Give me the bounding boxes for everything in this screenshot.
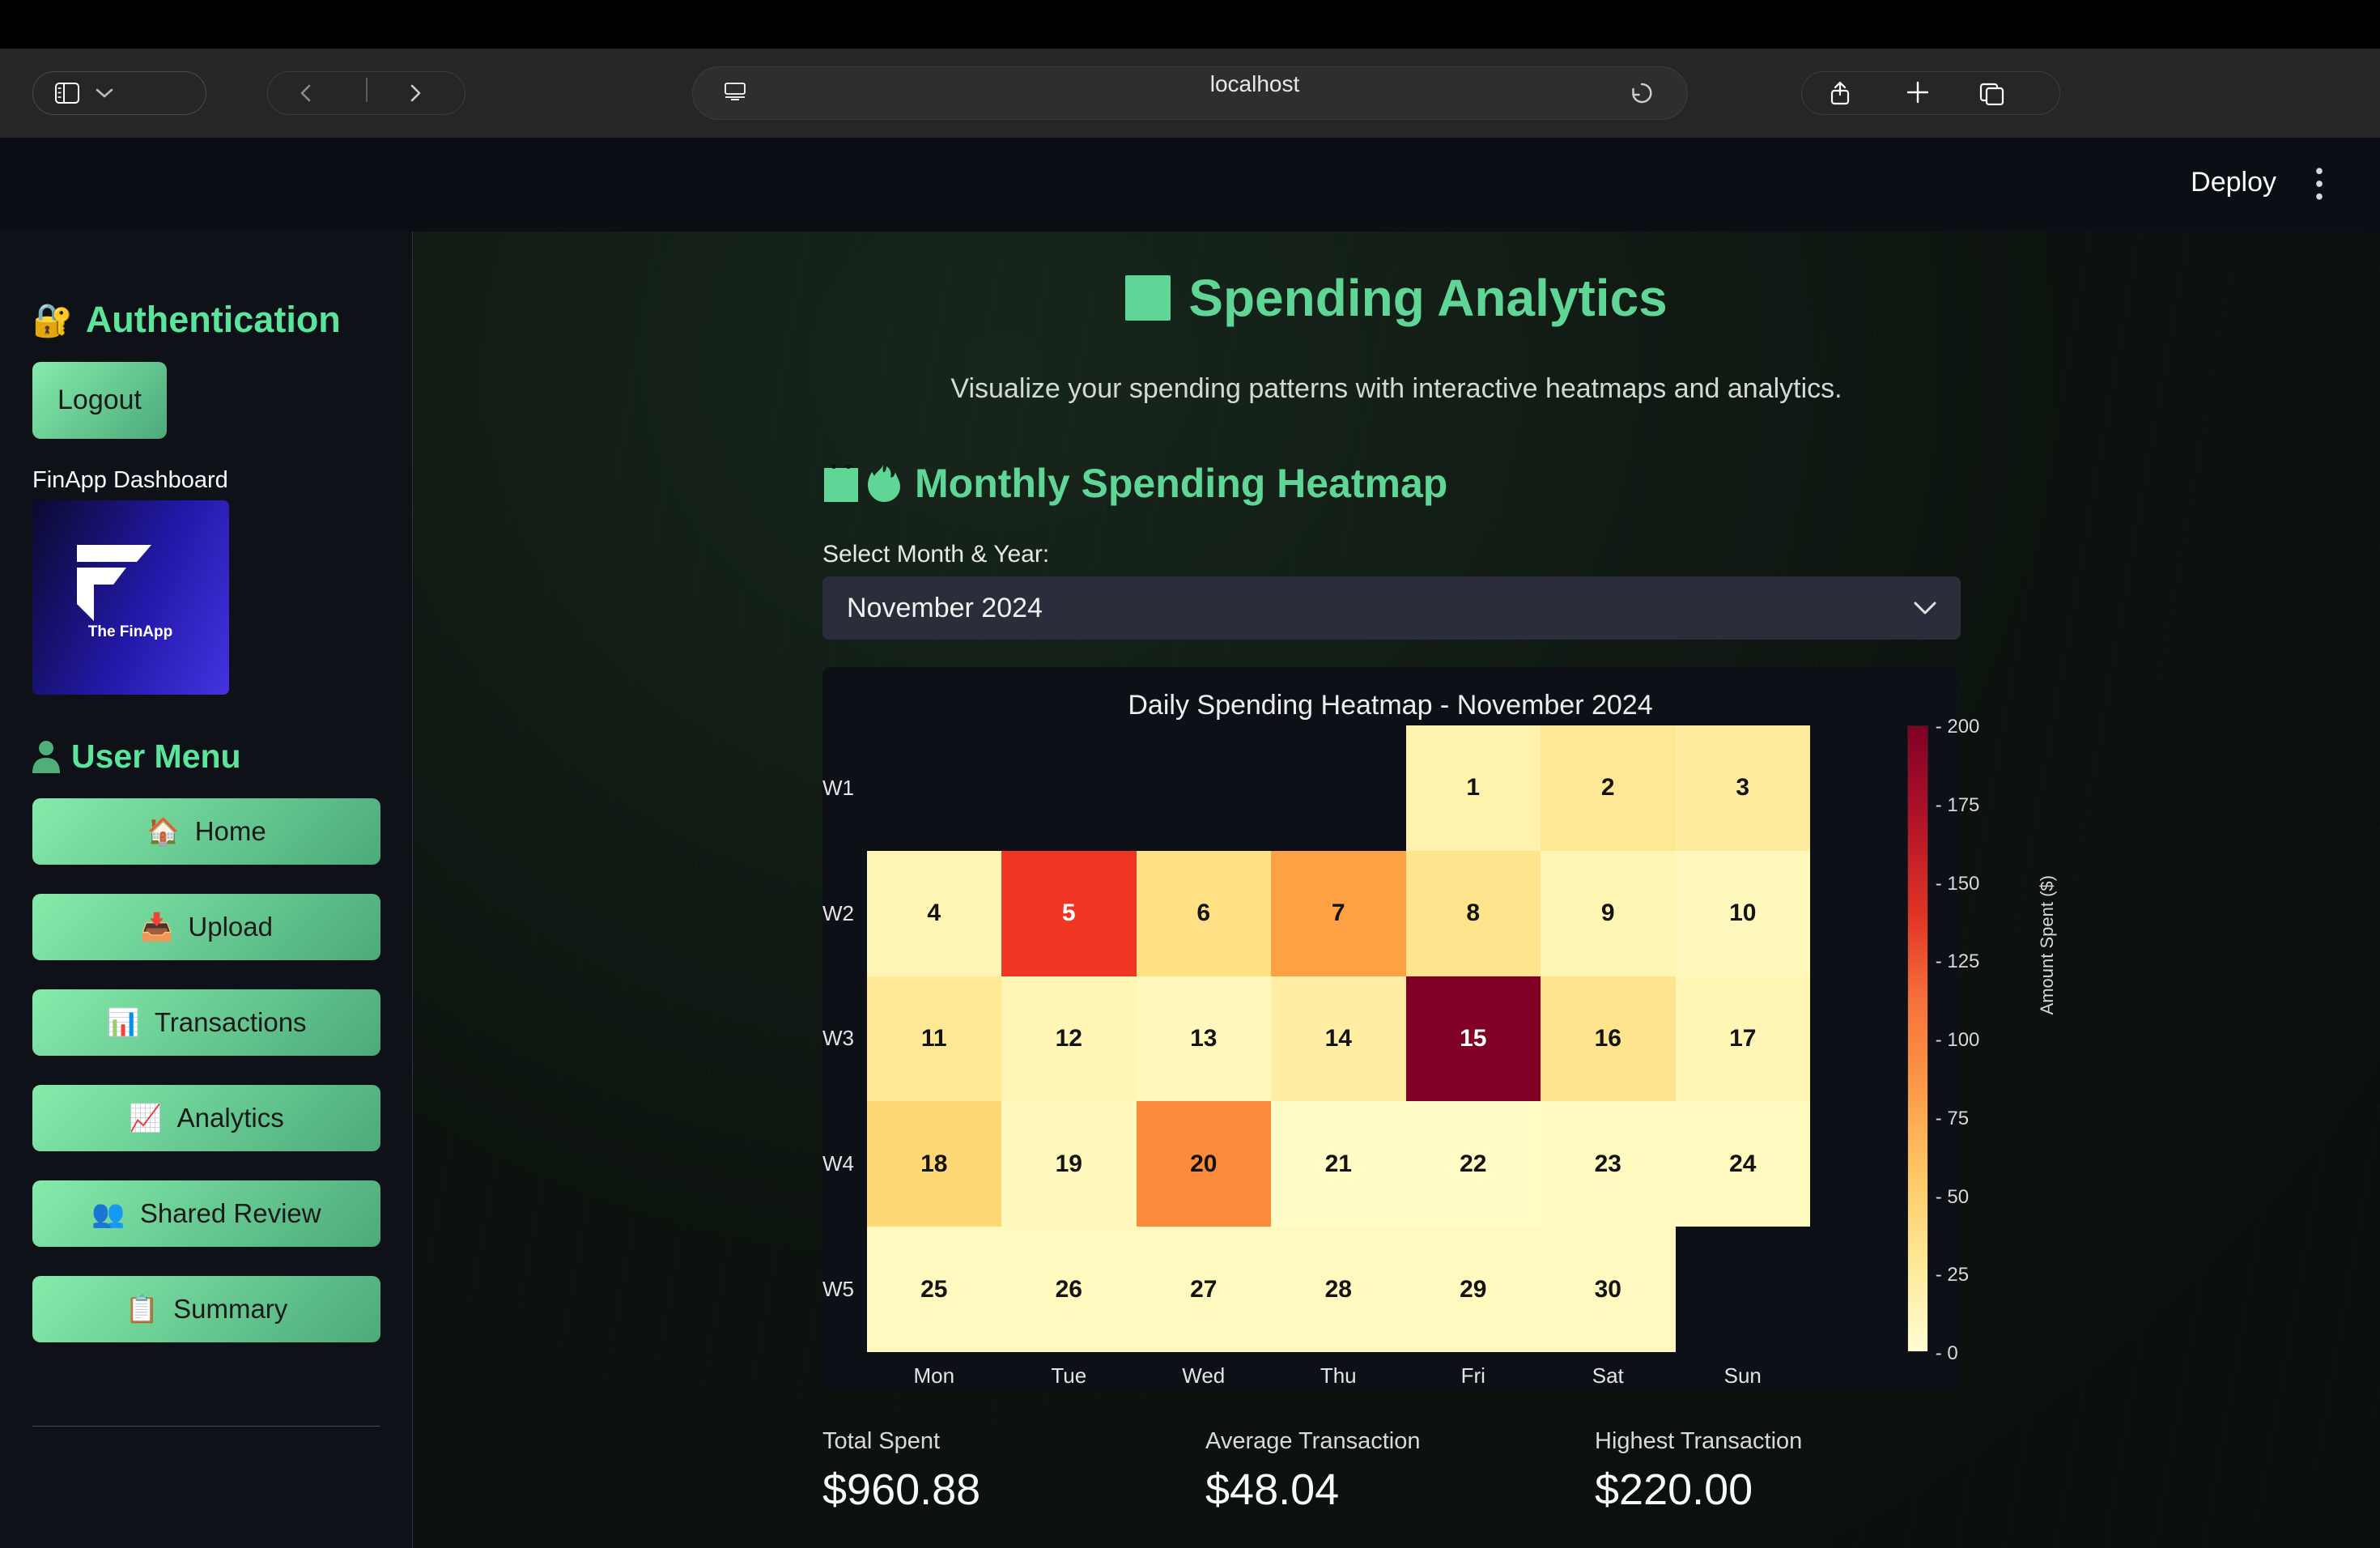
svg-text:The FinApp: The FinApp xyxy=(88,623,172,640)
